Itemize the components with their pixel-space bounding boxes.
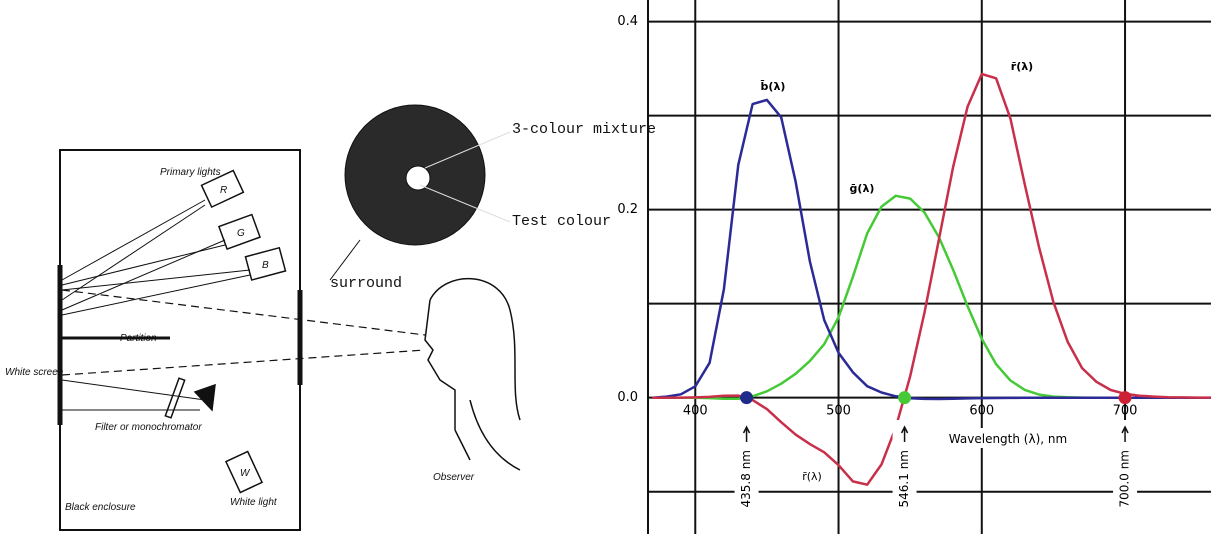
annotation: r̄(λ) xyxy=(802,470,822,483)
curve-label: ḡ(λ) xyxy=(850,182,875,195)
x-tick-label: 400 xyxy=(683,404,708,419)
curve-label: r̄(λ) xyxy=(1011,60,1033,73)
label: Filter or monochromator xyxy=(95,422,202,433)
y-tick-label: 0.0 xyxy=(617,390,638,405)
chart: 0.0 0.2 0.4 400 500 600 700 ḡ(λ) b̄(λ) r̄(λ) r̄(λ)… xyxy=(617,0,1211,534)
label: Test colour xyxy=(512,213,611,230)
apparatus-diagram: Primary lights R G B Partition White scr… xyxy=(5,105,656,530)
label: Observer xyxy=(433,472,475,483)
series-line xyxy=(652,196,1211,399)
label: White screen xyxy=(5,367,64,378)
figure: Primary lights R G B Partition White scr… xyxy=(0,0,1211,534)
observer-figure xyxy=(425,279,520,470)
primary-label: 435.8 nm xyxy=(739,450,753,507)
series-line xyxy=(652,100,1211,399)
label: Black enclosure xyxy=(65,502,136,513)
label: W xyxy=(240,468,251,479)
enclosure-box xyxy=(60,150,300,530)
page: Primary lights R G B Partition White scr… xyxy=(0,0,1211,534)
primary-label: 546.1 nm xyxy=(897,450,911,507)
label: G xyxy=(237,228,245,239)
primary-dot xyxy=(740,391,753,404)
label: R xyxy=(220,185,227,196)
label: B xyxy=(262,260,269,271)
sight-lines xyxy=(62,290,425,375)
x-tick-label: 500 xyxy=(826,404,851,419)
label: White light xyxy=(230,497,278,508)
y-tick-label: 0.2 xyxy=(617,202,638,217)
test-field xyxy=(406,166,430,190)
x-axis-label: Wavelength (λ), nm xyxy=(949,432,1067,446)
x-tick-label: 600 xyxy=(969,404,994,419)
primary-label: 700.0 nm xyxy=(1118,450,1132,507)
primary-dot xyxy=(1119,391,1132,404)
x-tick-label: 700 xyxy=(1113,404,1138,419)
label: Primary lights xyxy=(160,167,221,178)
light-rays xyxy=(62,200,250,410)
label: 3-colour mixture xyxy=(512,121,656,138)
label: Partition xyxy=(120,333,157,344)
y-tick-label: 0.4 xyxy=(617,14,638,29)
curve-label: b̄(λ) xyxy=(760,80,785,93)
primary-dot xyxy=(898,391,911,404)
label: surround xyxy=(330,275,402,292)
